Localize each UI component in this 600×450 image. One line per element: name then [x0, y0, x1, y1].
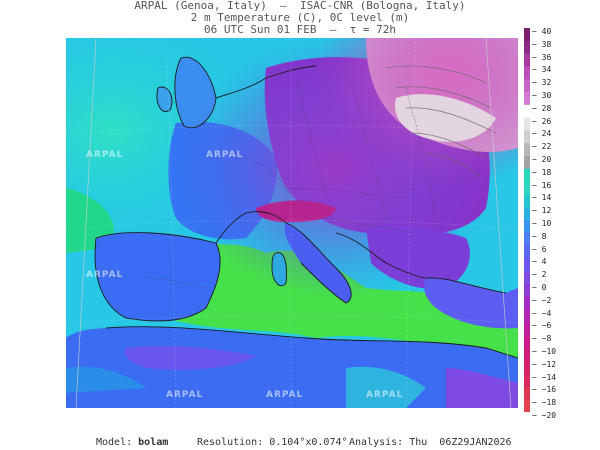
map-field: [66, 38, 518, 408]
colorbar-tick-label: − 8: [532, 231, 547, 241]
colorbar-swatch: [524, 360, 530, 375]
colorbar-swatch: [524, 79, 530, 93]
colorbar-tick-label: − 12: [532, 206, 552, 216]
watermark-2: ARPAL: [206, 150, 244, 160]
colorbar-tick-label: − 26: [532, 116, 552, 126]
watermark-1: ARPAL: [86, 150, 124, 160]
colorbar-tick-label: − 14: [532, 193, 552, 203]
colorbar-tick-label: − 6: [532, 244, 547, 254]
watermark-5: ARPAL: [266, 390, 304, 400]
colorbar-swatch: [524, 194, 530, 208]
colorbar-tick-label: − 32: [532, 78, 552, 88]
colorbar: [524, 28, 530, 412]
colorbar-tick-label: − 38: [532, 39, 552, 49]
colorbar-swatch: [524, 245, 530, 259]
colorbar-swatch: [524, 53, 530, 67]
colorbar-swatch: [524, 168, 530, 183]
colorbar-swatch: [524, 258, 530, 272]
colorbar-swatch: [524, 220, 530, 234]
colorbar-swatch: [524, 156, 530, 170]
colorbar-swatch: [524, 92, 530, 106]
footer-resolution: Resolution: 0.104°x0.074°: [197, 437, 348, 448]
colorbar-swatch: [524, 66, 530, 80]
colorbar-tick-label: − −14: [532, 372, 557, 382]
header-line-sources: ARPAL (Genoa, Italy) — ISAC-CNR (Bologna…: [134, 0, 466, 12]
colorbar-swatch: [524, 296, 530, 311]
colorbar-swatch: [524, 207, 530, 221]
colorbar-swatch: [524, 104, 530, 119]
colorbar-swatch: [524, 309, 530, 323]
colorbar-tick-label: − −2: [532, 295, 552, 305]
colorbar-tick-label: − −10: [532, 347, 557, 356]
colorbar-swatch: [524, 284, 530, 298]
colorbar-tick-label: − 18: [532, 167, 552, 177]
colorbar-tick-label: − 4: [532, 257, 547, 267]
colorbar-tick-label: − −18: [532, 398, 557, 408]
colorbar-swatch: [524, 130, 530, 144]
colorbar-tick-label: − 24: [532, 129, 552, 139]
colorbar-swatch: [524, 335, 530, 349]
colorbar-swatch: [524, 28, 530, 42]
colorbar-tick-label: − 40: [532, 27, 552, 36]
colorbar-tick-label: − −12: [532, 359, 557, 369]
model-value: bolam: [138, 437, 169, 448]
colorbar-tick-label: − 20: [532, 155, 552, 164]
colorbar-swatch: [524, 348, 530, 362]
colorbar-tick-label: − 0: [532, 283, 547, 292]
footer-model: Model: bolam: [96, 437, 168, 449]
colorbar-swatch: [524, 399, 530, 412]
temperature-map: ARPAL ARPAL ARPAL ARPAL ARPAL ARPAL: [66, 38, 518, 408]
colorbar-swatch: [524, 181, 530, 195]
model-label: Model:: [96, 437, 133, 448]
colorbar-tick-label: − 30: [532, 91, 552, 100]
watermark-3: ARPAL: [86, 270, 124, 280]
colorbar-tick-label: − 16: [532, 180, 552, 190]
colorbar-ticks: − 40 − 38 − 36 − 34 − 32 − 30 − 28 − 26 − 24 − 22…: [532, 27, 592, 420]
colorbar-swatch: [524, 373, 530, 387]
colorbar-tick-label: − 2: [532, 270, 547, 280]
header-line-valid-time: 06 UTC Sun 01 FEB — τ = 72h: [203, 23, 397, 36]
colorbar-tick-label: − 10: [532, 219, 552, 228]
colorbar-swatch: [524, 386, 530, 400]
colorbar-swatches: [524, 28, 530, 412]
colorbar-tick-label: − 36: [532, 52, 552, 62]
colorbar-swatch: [524, 271, 530, 285]
colorbar-tick-label: − 34: [532, 65, 552, 75]
colorbar-tick-label: − −16: [532, 385, 557, 395]
colorbar-tick-label: − −4: [532, 308, 552, 318]
colorbar-tick-label: − −6: [532, 321, 552, 331]
watermark-6: ARPAL: [366, 390, 404, 400]
colorbar-tick-label: − −8: [532, 334, 552, 344]
colorbar-tick-label: − 22: [532, 142, 552, 152]
watermark-4: ARPAL: [166, 390, 204, 400]
colorbar-swatch: [524, 232, 530, 247]
header-line-variable: 2 m Temperature (C), 0C level (m): [190, 11, 410, 24]
colorbar-tick-label: − −20: [532, 411, 557, 420]
colorbar-swatch: [524, 322, 530, 336]
footer-analysis: Analysis: Thu 06Z29JAN2026: [349, 437, 512, 448]
colorbar-swatch: [524, 40, 530, 55]
colorbar-swatch: [524, 117, 530, 131]
colorbar-swatch: [524, 143, 530, 157]
colorbar-tick-label: − 28: [532, 103, 552, 113]
